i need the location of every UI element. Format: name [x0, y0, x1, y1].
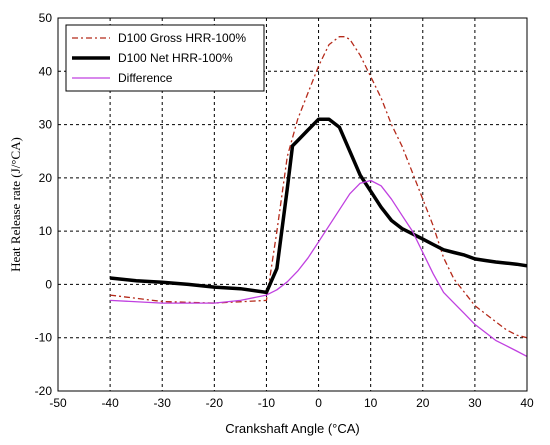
grid-lines — [58, 18, 527, 391]
y-tick-label: 50 — [39, 11, 53, 25]
y-tick-label: -10 — [35, 331, 53, 345]
y-tick-label: 20 — [39, 171, 53, 185]
plot-frame — [57, 17, 528, 392]
x-tick-label: -30 — [154, 396, 172, 410]
y-tick-label: 30 — [39, 118, 53, 132]
legend: D100 Gross HRR-100% D100 Net HRR-100% Diff… — [65, 24, 265, 92]
y-tick-label: 10 — [39, 224, 53, 238]
legend-label-2: Difference — [118, 71, 173, 85]
x-tick-label: 10 — [364, 396, 378, 410]
y-tick-label: -20 — [35, 384, 53, 398]
x-tick-label: 40 — [520, 396, 534, 410]
x-tick-label: -50 — [49, 396, 67, 410]
x-axis-label: Crankshaft Angle (°CA) — [225, 421, 360, 436]
y-tick-label: 0 — [45, 277, 52, 291]
y-tick-labels: -20 -10 0 10 20 30 40 50 — [35, 11, 53, 398]
x-tick-label: -40 — [101, 396, 119, 410]
x-tick-label: 20 — [416, 396, 430, 410]
x-tick-label: -10 — [258, 396, 276, 410]
x-tick-label: 0 — [315, 396, 322, 410]
x-tick-label: 30 — [468, 396, 482, 410]
legend-label-1: D100 Net HRR-100% — [118, 51, 233, 65]
series-line-1 — [109, 117, 528, 295]
series-line-0 — [110, 36, 528, 339]
series-lines — [109, 36, 528, 357]
x-tick-labels: -50 -40 -30 -20 -10 0 10 20 30 40 — [49, 396, 534, 410]
series-line-2 — [110, 179, 528, 357]
legend-label-0: D100 Gross HRR-100% — [118, 31, 246, 45]
x-tick-label: -20 — [206, 396, 224, 410]
y-axis-label: Heat Release rate (J/°CA) — [8, 137, 23, 272]
y-tick-label: 40 — [39, 64, 53, 78]
